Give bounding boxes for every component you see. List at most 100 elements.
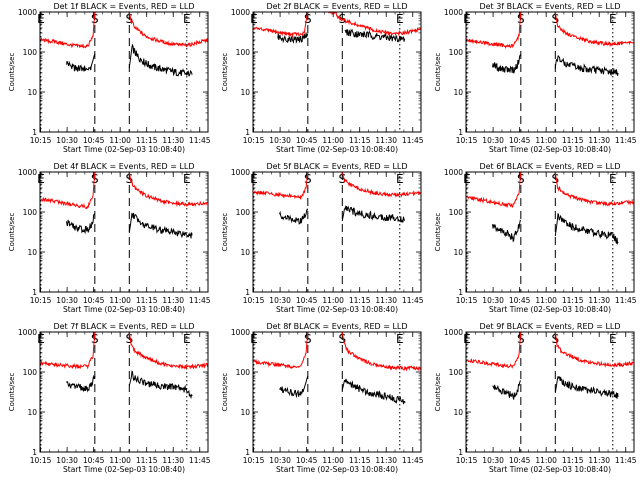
marker-label: S — [91, 172, 99, 186]
marker-label: S — [304, 172, 312, 186]
chart-title: Det 4f BLACK = Events, RED = LLD — [53, 162, 194, 171]
marker-label: E — [396, 12, 404, 26]
y-tick-label: 10 — [453, 248, 463, 257]
series-lld-line — [253, 12, 421, 38]
x-tick-label: 11:15 — [562, 136, 584, 145]
chart-panel-9f: Det 9f BLACK = Events, RED = LLD 1 10 100 10… — [434, 322, 637, 474]
chart-panel-3f: Det 3f BLACK = Events, RED = LLD 1 10 100 10… — [434, 2, 637, 154]
y-axis-label: Counts/sec — [434, 53, 442, 92]
x-tick-label: 10:30 — [482, 136, 504, 145]
x-tick-label: 10:30 — [56, 456, 78, 465]
y-tick-label: 10 — [453, 88, 463, 97]
y-tick-label: 100 — [236, 368, 251, 377]
y-tick-label: 1 — [32, 288, 37, 297]
series-lld-line — [466, 12, 522, 50]
series-lld-line — [253, 172, 309, 200]
x-tick-label: 11:30 — [162, 136, 184, 145]
x-tick-label: 11:00 — [535, 136, 557, 145]
plot-frame — [39, 331, 209, 453]
x-tick-label: 11:30 — [162, 456, 184, 465]
chart-title: Det 3f BLACK = Events, RED = LLD — [479, 2, 620, 11]
chart-panel-5f: Det 5f BLACK = Events, RED = LLD 1 10 100 10… — [221, 162, 424, 314]
x-tick-label: 11:00 — [535, 456, 557, 465]
x-tick-label: 10:15 — [456, 136, 478, 145]
marker-label: S — [338, 12, 346, 26]
y-tick-label: 100 — [23, 48, 38, 57]
series-events-line — [341, 205, 406, 223]
x-tick-label: 11:00 — [535, 296, 557, 305]
marker-label: S — [551, 332, 559, 346]
x-tick-label: 11:00 — [322, 136, 344, 145]
series-events-line — [492, 54, 521, 74]
series-lld-line — [554, 172, 634, 207]
x-axis-label: Start Time (02-Sep-03 10:08:40) — [276, 145, 398, 154]
marker-label: E — [396, 332, 404, 346]
x-tick-label: 11:15 — [136, 456, 158, 465]
x-tick-label: 11:15 — [349, 456, 371, 465]
y-tick-label: 1000 — [18, 328, 37, 337]
marker-label: S — [125, 332, 133, 346]
marker-label: S — [125, 172, 133, 186]
marker-label: E — [183, 12, 191, 26]
series-lld-line — [341, 172, 421, 198]
chart-panel-2f: Det 2f BLACK = Events, RED = LLD 1 10 100 10… — [221, 2, 424, 154]
x-axis-label: Start Time (02-Sep-03 10:08:40) — [489, 305, 611, 314]
marker-label: E — [463, 332, 471, 346]
y-tick-label: 10 — [240, 408, 250, 417]
marker-label: S — [304, 332, 312, 346]
y-axis-label: Counts/sec — [8, 373, 16, 412]
chart-title: Det 9f BLACK = Events, RED = LLD — [479, 322, 620, 331]
series-lld-line — [128, 12, 208, 48]
series-events-line — [128, 212, 193, 239]
chart-title: Det 2f BLACK = Events, RED = LLD — [266, 2, 407, 11]
x-tick-label: 10:30 — [56, 296, 78, 305]
plot-data — [466, 12, 634, 77]
x-tick-label: 10:15 — [30, 136, 52, 145]
plot-data — [253, 12, 421, 44]
x-tick-label: 11:30 — [375, 296, 397, 305]
x-tick-label: 11:45 — [189, 296, 211, 305]
marker-label: E — [183, 332, 191, 346]
x-tick-label: 10:45 — [296, 456, 318, 465]
series-events-line — [554, 213, 619, 245]
series-lld-line — [466, 332, 522, 369]
y-tick-label: 1000 — [18, 168, 37, 177]
chart-title: Det 5f BLACK = Events, RED = LLD — [266, 162, 407, 171]
marker-label: E — [250, 332, 258, 346]
series-events-line — [279, 375, 309, 399]
x-tick-label: 11:00 — [109, 296, 131, 305]
marker-label: E — [396, 172, 404, 186]
plot-frame — [39, 171, 209, 293]
x-tick-label: 10:45 — [509, 136, 531, 145]
series-events-line — [341, 378, 406, 405]
x-tick-label: 11:15 — [136, 136, 158, 145]
plot-data — [466, 172, 634, 245]
y-tick-label: 100 — [23, 208, 38, 217]
chart-panel-1f: Det 1f BLACK = Events, RED = LLD 1 10 100 10… — [8, 2, 211, 154]
y-axis-label: Counts/sec — [221, 53, 229, 92]
y-axis-label: Counts/sec — [8, 213, 16, 252]
y-tick-label: 1 — [32, 448, 37, 457]
plot-frame — [39, 11, 209, 133]
marker-label: S — [517, 172, 525, 186]
y-axis-label: Counts/sec — [221, 213, 229, 252]
series-events-line — [66, 213, 96, 235]
x-tick-label: 10:45 — [83, 296, 105, 305]
series-events-line — [277, 32, 309, 44]
series-events-line — [128, 43, 193, 77]
y-tick-label: 10 — [27, 88, 37, 97]
chart-panel-6f: Det 6f BLACK = Events, RED = LLD 1 10 100 10… — [434, 162, 637, 314]
series-events-line — [66, 374, 96, 393]
x-tick-label: 11:30 — [588, 296, 610, 305]
chart-title: Det 1f BLACK = Events, RED = LLD — [53, 2, 194, 11]
marker-label: E — [37, 12, 45, 26]
y-tick-label: 100 — [236, 208, 251, 217]
series-events-line — [554, 55, 619, 77]
x-tick-label: 10:30 — [482, 296, 504, 305]
y-tick-label: 100 — [449, 208, 464, 217]
plot-frame — [252, 171, 422, 293]
marker-label: S — [91, 332, 99, 346]
plot-data — [253, 332, 421, 405]
y-tick-label: 1 — [458, 128, 463, 137]
